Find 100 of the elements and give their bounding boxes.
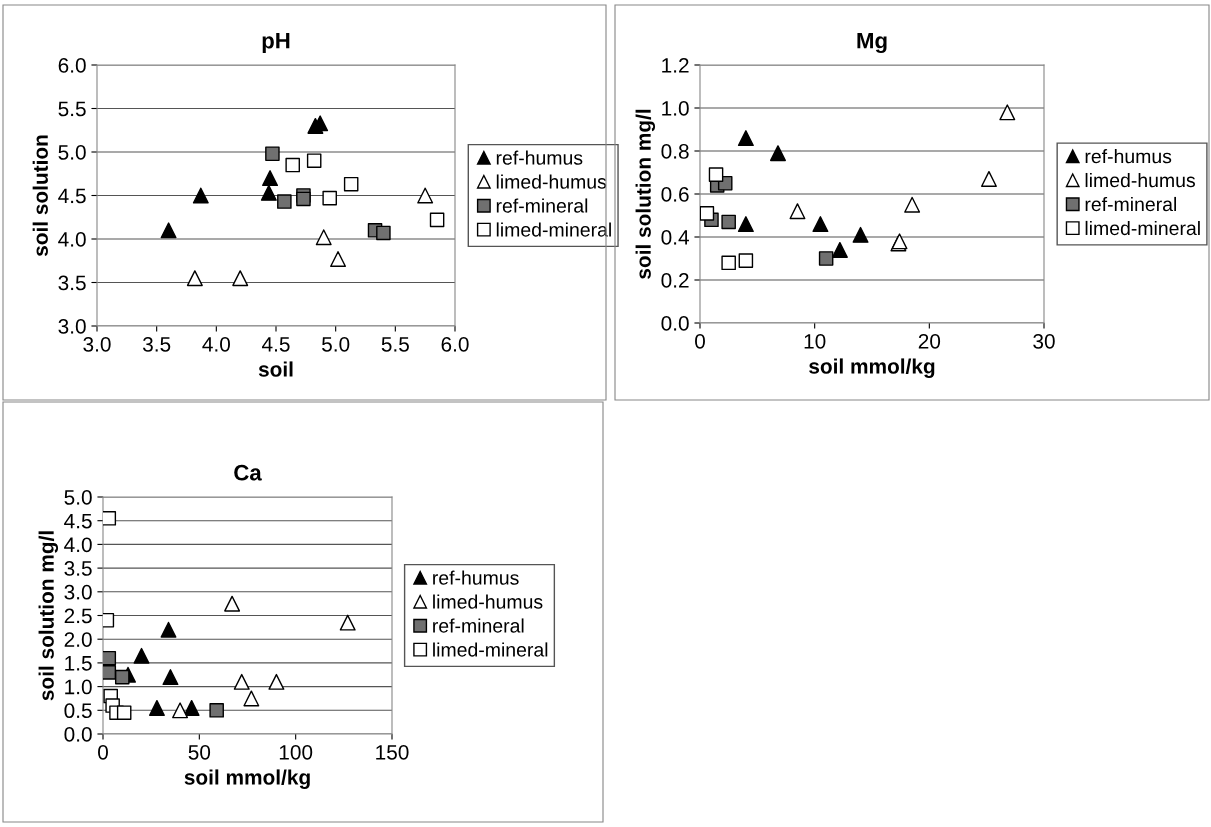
legend-label: limed-humus [496, 174, 607, 189]
y-tick-label: 0.5 [64, 703, 92, 719]
legend-label: ref-mineral [433, 618, 524, 633]
y-tick-label: 5.5 [58, 101, 86, 117]
point [296, 191, 311, 207]
legend-label: limed-mineral [496, 222, 611, 237]
point [831, 241, 848, 258]
point [721, 255, 736, 271]
point [737, 130, 754, 147]
point [262, 170, 279, 187]
y-tick-label: 3.5 [58, 275, 86, 291]
y-tick-label: 4.5 [58, 188, 86, 204]
point [417, 187, 434, 204]
x-tick-label: 3.0 [83, 336, 111, 352]
legend-label: limed-mineral [433, 642, 548, 657]
point [192, 187, 209, 204]
point [737, 216, 754, 233]
point [818, 251, 834, 266]
y-axis-title: soil solution [32, 135, 48, 257]
point [186, 270, 203, 287]
y-tick-label: 0.0 [661, 316, 689, 331]
y-tick-label: 4.5 [64, 513, 92, 529]
point [708, 167, 724, 182]
x-axis-title: soil [258, 361, 293, 377]
y-tick-label: 1.5 [65, 656, 92, 671]
point [103, 650, 117, 666]
point [789, 203, 806, 220]
x-tick-label: 4.0 [202, 336, 230, 352]
chart-title: pH [262, 33, 290, 53]
x-tick-label: 50 [188, 744, 211, 760]
legend-label: ref-humus [496, 150, 583, 165]
y-tick-label: 2.5 [64, 608, 92, 624]
point [315, 229, 332, 246]
point [133, 647, 150, 664]
x-tick-label: 5.0 [322, 336, 350, 352]
x-tick-label: 5.5 [381, 337, 409, 352]
x-tick-label: 0 [98, 744, 108, 760]
point [769, 145, 786, 162]
x-tick-label: 150 [376, 744, 409, 760]
x-axis-title: soil mmol/kg [184, 769, 310, 789]
x-tick-label: 100 [279, 744, 313, 760]
point [343, 176, 359, 192]
point [852, 226, 869, 243]
point [330, 251, 347, 267]
x-axis-title: soil mmol/kg [809, 358, 935, 378]
legend-label: limed-humus [433, 594, 543, 609]
x-tick-label: 10 [804, 333, 826, 349]
x-tick-label: 3.5 [142, 336, 171, 352]
point [233, 673, 250, 690]
point [277, 194, 292, 209]
point [260, 184, 277, 201]
chart-title: Ca [234, 464, 262, 481]
y-tick-label: 0.2 [661, 273, 689, 288]
point [429, 212, 445, 228]
point [721, 214, 736, 230]
y-tick-label: 6.0 [58, 58, 86, 73]
y-tick-label: 2.0 [64, 632, 92, 647]
point [243, 690, 260, 707]
x-tick-label: 30 [1033, 333, 1055, 349]
x-tick-label: 20 [918, 333, 941, 349]
y-tick-label: 4.0 [64, 537, 92, 553]
point [114, 669, 130, 685]
y-tick-label: 0.0 [64, 727, 92, 742]
point [980, 170, 997, 187]
point [209, 703, 224, 718]
point [232, 270, 249, 287]
y-axis-title: soil solution mg/l [38, 531, 59, 701]
y-tick-label: 0.8 [661, 144, 689, 159]
point [160, 621, 177, 638]
point [738, 253, 754, 268]
point [183, 699, 200, 716]
point [904, 196, 921, 213]
point [148, 699, 165, 716]
point [700, 206, 715, 221]
y-tick-label: 5.0 [64, 490, 92, 505]
point [224, 595, 241, 612]
x-tick-label: 6.0 [441, 336, 469, 352]
y-tick-label: 3.0 [58, 319, 86, 334]
point [172, 702, 189, 719]
legend-label: limed-mineral [1085, 220, 1200, 236]
point [285, 157, 300, 173]
point [116, 705, 132, 720]
y-tick-label: 1.2 [662, 58, 689, 73]
y-tick-label: 5.0 [58, 145, 86, 160]
legend-label: ref-humus [1085, 149, 1172, 164]
point [339, 614, 356, 631]
point [322, 190, 337, 206]
x-tick-label: 4.5 [262, 337, 290, 352]
legend-label: ref-mineral [496, 198, 588, 213]
y-axis-title: soil solution mg/l [635, 109, 656, 279]
point [265, 146, 280, 162]
y-tick-label: 3.5 [64, 561, 92, 576]
point [306, 153, 322, 168]
point [103, 511, 117, 526]
y-tick-label: 0.4 [661, 230, 689, 245]
y-tick-label: 1.0 [662, 101, 689, 116]
point [812, 216, 829, 233]
point [999, 104, 1016, 121]
y-tick-label: 3.0 [64, 584, 92, 600]
point [268, 673, 285, 690]
